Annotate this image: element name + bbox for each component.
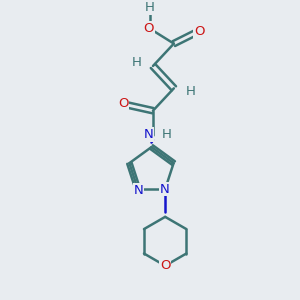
Text: O: O — [118, 97, 128, 110]
Text: H: H — [145, 1, 155, 14]
Text: H: H — [185, 85, 195, 98]
Text: H: H — [161, 128, 171, 141]
Text: O: O — [143, 22, 154, 35]
Text: N: N — [134, 184, 143, 197]
Text: N: N — [160, 183, 170, 196]
Text: H: H — [132, 56, 142, 70]
Text: O: O — [194, 25, 204, 38]
Text: O: O — [160, 259, 170, 272]
Text: N: N — [144, 128, 153, 141]
